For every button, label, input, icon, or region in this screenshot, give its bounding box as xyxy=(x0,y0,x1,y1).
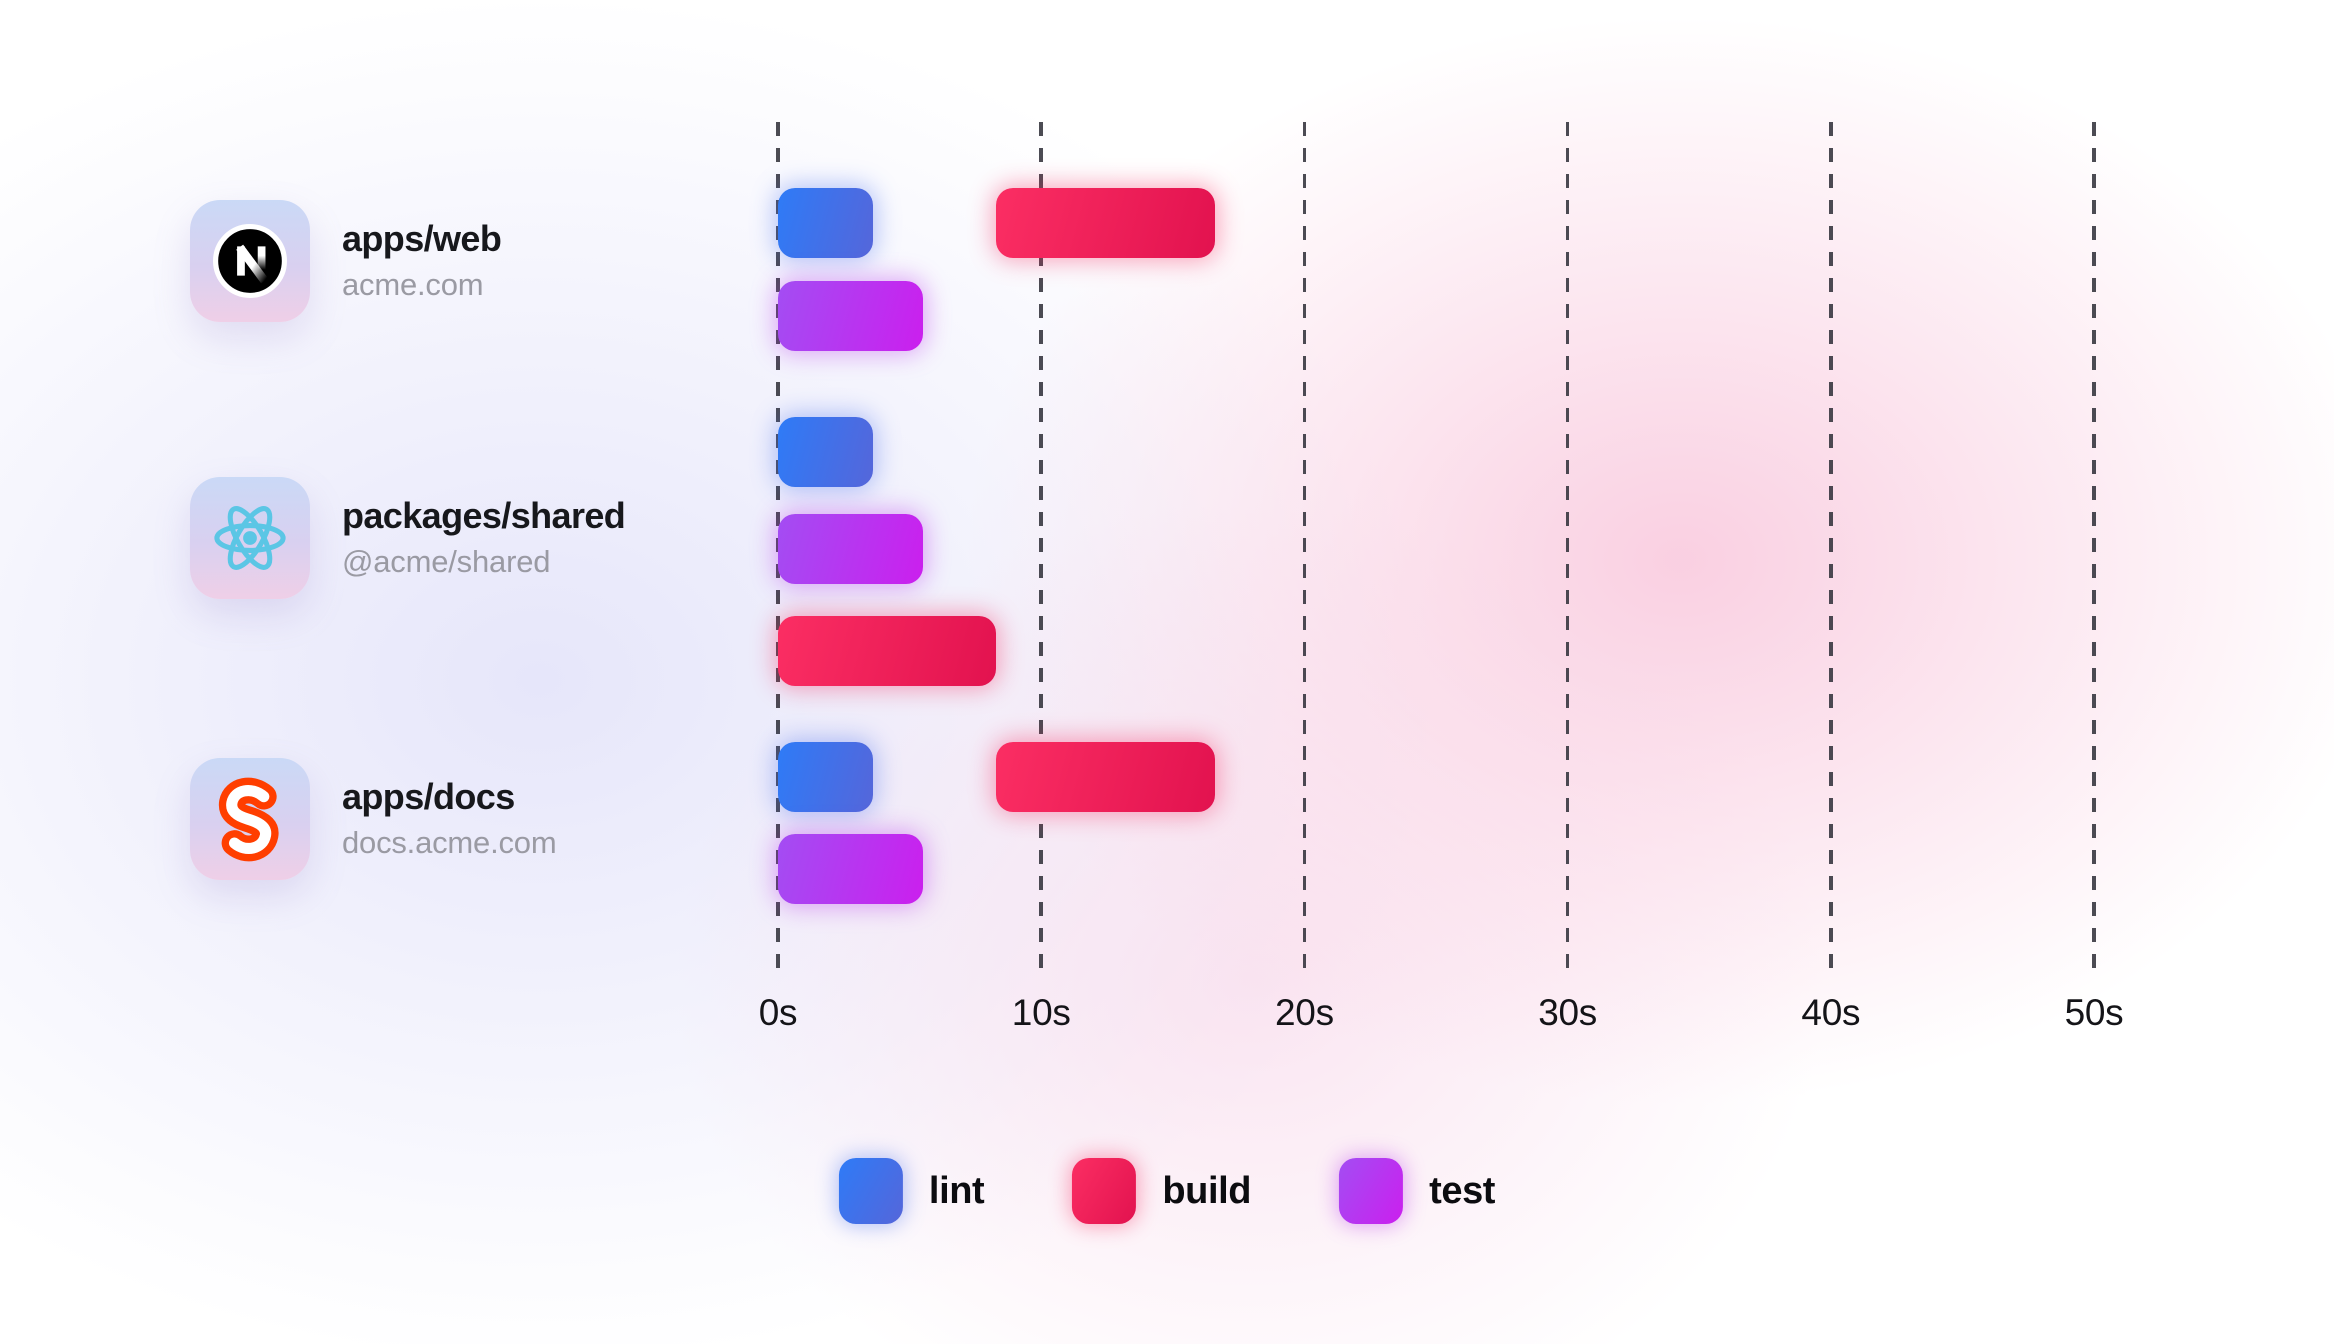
legend-swatch-build xyxy=(1072,1158,1137,1224)
package-row-apps-web: apps/web acme.com xyxy=(190,200,502,322)
package-subtitle: acme.com xyxy=(342,267,484,303)
axis-tick-label: 40s xyxy=(1801,992,1861,1033)
package-title: apps/web xyxy=(342,218,502,260)
build-bar-apps/docs xyxy=(996,742,1215,812)
legend-label: lint xyxy=(928,1169,985,1212)
legend-swatch-lint xyxy=(838,1158,903,1224)
gridline-40s xyxy=(1829,122,1833,972)
axis-tick-label: 10s xyxy=(1011,992,1071,1033)
build-bar-packages/shared xyxy=(778,616,997,686)
legend-item-test: test xyxy=(1339,1158,1495,1224)
svelte-icon xyxy=(190,758,310,880)
package-subtitle: @acme/shared xyxy=(342,544,551,580)
test-bar-apps/web xyxy=(778,281,923,351)
legend-label: test xyxy=(1429,1169,1496,1212)
gridline-30s xyxy=(1565,122,1570,972)
axis-tick-label: 0s xyxy=(758,992,798,1033)
axis-tick-label: 30s xyxy=(1538,992,1597,1033)
gridline-20s xyxy=(1302,122,1307,972)
test-bar-apps/docs xyxy=(778,834,923,904)
package-row-apps-docs: apps/docs docs.acme.com xyxy=(190,758,557,880)
legend-swatch-test xyxy=(1339,1158,1404,1224)
package-row-packages-shared: packages/shared @acme/shared xyxy=(190,477,626,599)
package-title: apps/docs xyxy=(342,776,515,818)
axis-tick-label: 50s xyxy=(2064,992,2124,1033)
react-icon xyxy=(190,477,310,599)
lint-bar-apps/web xyxy=(778,188,873,258)
package-title: packages/shared xyxy=(342,495,626,537)
test-bar-packages/shared xyxy=(778,514,923,584)
legend-item-lint: lint xyxy=(838,1158,985,1224)
gridline-10s xyxy=(1039,122,1043,972)
legend-label: build xyxy=(1162,1169,1252,1212)
lint-bar-apps/docs xyxy=(778,742,873,812)
gridline-50s xyxy=(2092,122,2096,972)
legend-item-build: build xyxy=(1072,1158,1251,1224)
nextjs-icon xyxy=(190,200,310,322)
build-bar-apps/web xyxy=(996,188,1215,258)
package-subtitle: docs.acme.com xyxy=(342,825,557,861)
lint-bar-packages/shared xyxy=(778,417,873,487)
axis-tick-label: 20s xyxy=(1275,992,1334,1033)
legend: lint build test xyxy=(838,1158,1495,1224)
